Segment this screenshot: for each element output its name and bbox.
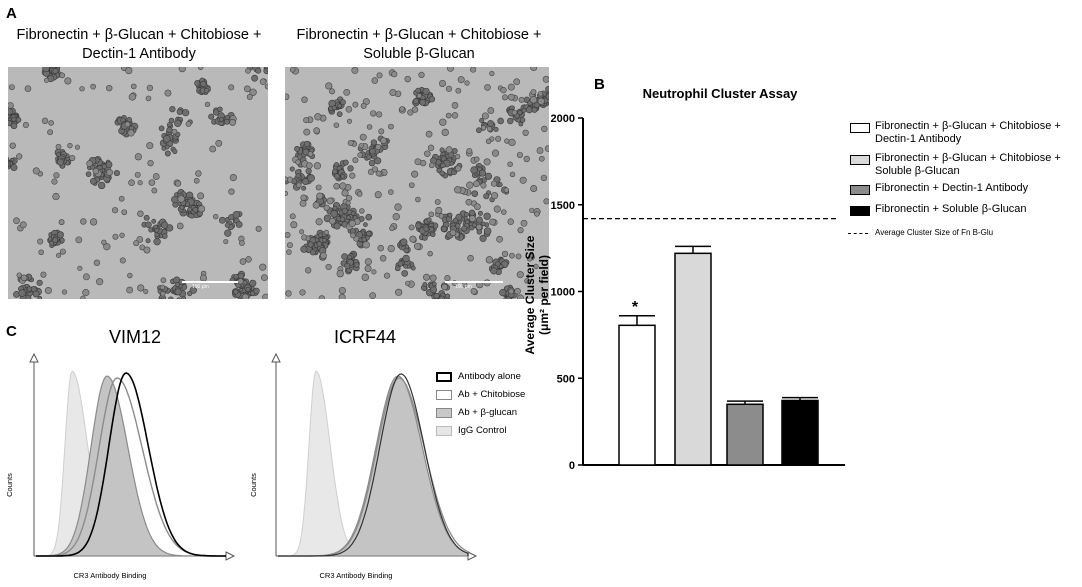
cell-layer bbox=[8, 67, 268, 299]
hist-right-y-arrow bbox=[271, 352, 281, 363]
legend-label-2-line2: Soluble β-Glucan bbox=[875, 165, 960, 177]
legend-label-4: Fibronectin + Soluble β-Glucan bbox=[875, 203, 1027, 215]
legend-label-1-line1: Fibronectin + β-Glucan + Chitobiose + bbox=[875, 120, 1061, 132]
panel-letter-b: B bbox=[594, 76, 605, 93]
y-tick-label-2: 1000 bbox=[551, 287, 575, 299]
hist-legend-item-1: Antibody alone bbox=[436, 371, 556, 387]
histogram-title-vim12: VIM12 bbox=[108, 327, 162, 347]
hist-legend-item-2: Ab + Chitobiose bbox=[436, 389, 556, 405]
cell-layer bbox=[285, 67, 549, 299]
hist-left-ylabel: Counts bbox=[5, 473, 14, 497]
y-axis-label-line1: Average Cluster Size bbox=[523, 235, 537, 354]
legend-item-1: Fibronectin + β-Glucan + Chitobiose + De… bbox=[848, 119, 1082, 153]
left-image-caption: Fibronectin + β-Glucan + Chitobiose + De… bbox=[0, 26, 278, 64]
hist-legend-item-3: Ab + β-glucan bbox=[436, 407, 556, 423]
legend-reference-label: Average Cluster Size of Fn B-Glu bbox=[875, 228, 994, 237]
y-axis-label-line2: (μm² per field) bbox=[537, 255, 551, 335]
hist-left-x-arrow bbox=[225, 551, 236, 561]
legend-label-3: Fibronectin + Dectin-1 Antibody bbox=[875, 182, 1029, 194]
legend-item-3: Fibronectin + Dectin-1 Antibody bbox=[848, 181, 1082, 199]
bar-3 bbox=[726, 403, 764, 466]
legend-item-4: Fibronectin + Soluble β-Glucan bbox=[848, 202, 1082, 220]
legend-swatch-3 bbox=[850, 185, 870, 195]
y-tick-label-3: 1500 bbox=[551, 200, 575, 212]
significance-marker-1: * bbox=[632, 299, 639, 316]
hist-legend-label-3: Ab + β-glucan bbox=[458, 407, 518, 418]
hist-left-y-arrow bbox=[29, 352, 39, 363]
hist-left-xlabel: CR3 Antibody Binding bbox=[74, 571, 147, 580]
legend-item-reference: Average Cluster Size of Fn B-Glu bbox=[848, 228, 1082, 242]
bar-2 bbox=[674, 252, 712, 466]
y-tick-label-0: 0 bbox=[569, 460, 575, 472]
hist-legend-item-4: IgG Control bbox=[436, 425, 556, 441]
hist-right-xlabel: CR3 Antibody Binding bbox=[320, 571, 393, 580]
hist-right-ylabel: Counts bbox=[249, 473, 258, 497]
bar-1 bbox=[618, 324, 656, 466]
hist-left-ab-bglucan bbox=[36, 375, 226, 557]
bar-4 bbox=[781, 399, 819, 466]
legend-swatch-4 bbox=[850, 206, 870, 216]
hist-legend-swatch-3 bbox=[436, 408, 452, 418]
hist-legend-label-1: Antibody alone bbox=[458, 371, 521, 382]
hist-legend-swatch-1 bbox=[436, 372, 452, 382]
right-image-caption: Fibronectin + β-Glucan + Chitobiose + So… bbox=[280, 26, 558, 64]
legend-dashed-line bbox=[848, 233, 868, 234]
scale-bar-label-left: 100 μm bbox=[192, 284, 209, 290]
bar-chart: Average Cluster Size (μm² per field) 0 50… bbox=[523, 113, 845, 472]
chart-title: Neutrophil Cluster Assay bbox=[642, 86, 798, 101]
histogram-title-icrf44: ICRF44 bbox=[333, 327, 396, 347]
scale-bar-left bbox=[182, 281, 238, 283]
legend-swatch-2 bbox=[850, 155, 870, 165]
scale-bar-label-right: 100 μm bbox=[455, 284, 472, 290]
scale-bar-right bbox=[445, 281, 503, 283]
hist-right-x-arrow bbox=[467, 551, 478, 561]
micrograph-soluble-glucan: 100 μm bbox=[285, 67, 549, 299]
legend-item-2: Fibronectin + β-Glucan + Chitobiose + So… bbox=[848, 151, 1082, 185]
hist-legend-label-4: IgG Control bbox=[458, 425, 507, 436]
micrograph-right-svg bbox=[285, 67, 549, 299]
histograms: Counts Counts CR3 Antibody Binding CR3 A… bbox=[5, 352, 478, 580]
micrograph-dectin-antibody: 100 μm bbox=[8, 67, 268, 299]
hist-legend-label-2: Ab + Chitobiose bbox=[458, 389, 526, 400]
y-axis-label: Average Cluster Size (μm² per field) bbox=[523, 235, 551, 354]
legend-label-1-line2: Dectin-1 Antibody bbox=[875, 133, 962, 145]
panel-letter-a: A bbox=[6, 5, 17, 22]
hist-left-antibody-alone bbox=[36, 372, 226, 557]
legend-label-2: Fibronectin + β-Glucan + Chitobiose + So… bbox=[875, 152, 1061, 178]
y-tick-label-1: 500 bbox=[557, 373, 575, 385]
legend-swatch-1 bbox=[850, 123, 870, 133]
right-caption-line2: Soluble β-Glucan bbox=[363, 46, 475, 62]
hist-legend-swatch-2 bbox=[436, 390, 452, 400]
left-caption-line1: Fibronectin + β-Glucan + Chitobiose + bbox=[16, 27, 262, 43]
right-caption-line1: Fibronectin + β-Glucan + Chitobiose + bbox=[296, 27, 542, 43]
legend-label-2-line1: Fibronectin + β-Glucan + Chitobiose + bbox=[875, 152, 1061, 164]
legend-label-1: Fibronectin + β-Glucan + Chitobiose + De… bbox=[875, 120, 1061, 146]
hist-right-antibody-alone bbox=[278, 373, 469, 557]
left-caption-line2: Dectin-1 Antibody bbox=[82, 46, 196, 62]
hist-legend-swatch-4 bbox=[436, 426, 452, 436]
micrograph-left-svg bbox=[8, 67, 268, 299]
panel-letter-c: C bbox=[6, 323, 17, 340]
y-tick-label-4: 2000 bbox=[551, 113, 575, 125]
